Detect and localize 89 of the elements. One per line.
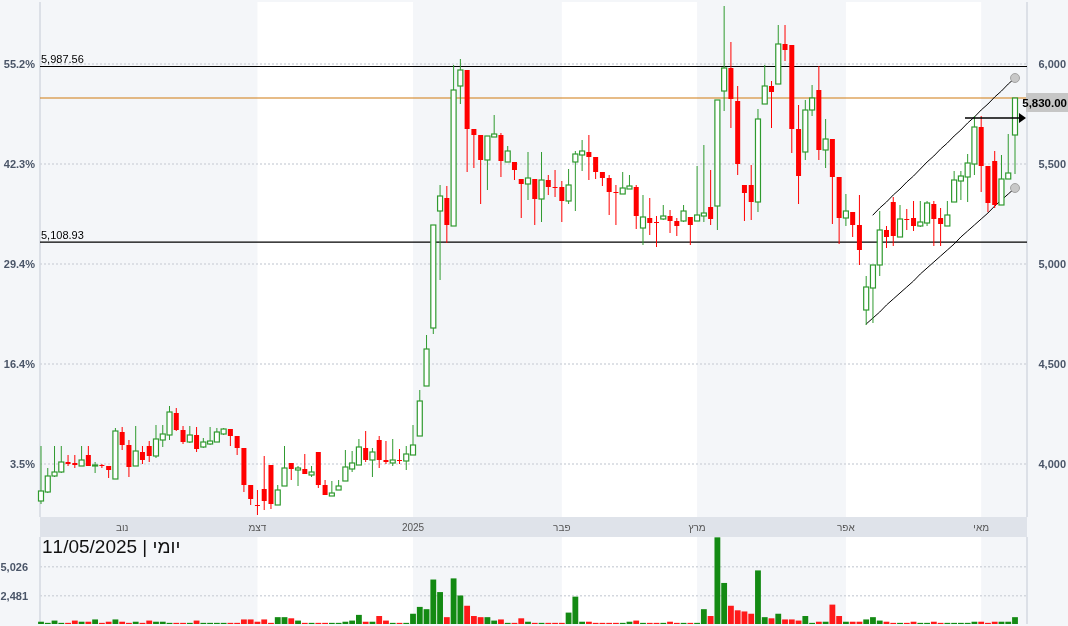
candlestick <box>180 425 186 445</box>
candlestick <box>911 200 917 232</box>
y-tick-label: 6,000 <box>1038 58 1066 70</box>
candlestick <box>254 489 260 516</box>
bar <box>295 620 301 624</box>
y2-tick-label: 29.4% <box>3 257 36 270</box>
y-tick-label: 2,481 <box>0 589 28 602</box>
candlestick <box>545 174 551 196</box>
candlestick <box>173 407 179 430</box>
candlestick <box>883 225 889 249</box>
candlestick <box>674 217 680 237</box>
x-tick-label: 2025 <box>401 522 425 533</box>
x-tick-label: נוב <box>115 522 129 533</box>
candlestick <box>769 80 774 129</box>
annotation: יומי | 11/05/2025 <box>42 536 181 557</box>
bar <box>443 617 450 624</box>
candlestick <box>586 134 592 181</box>
candlestick <box>538 151 545 223</box>
candlestick <box>639 194 647 246</box>
y2-tick-label: 3.5% <box>9 457 36 470</box>
candlestick <box>721 5 728 112</box>
ref-line-label: 5,108.93 <box>41 229 84 242</box>
y-tick-label: 4,000 <box>1038 458 1066 470</box>
bar <box>768 618 775 624</box>
candlestick <box>796 104 802 205</box>
y2-tick-label: 42.3% <box>3 157 36 170</box>
candlestick <box>754 108 762 213</box>
candlestick <box>139 445 145 465</box>
bar <box>85 621 92 624</box>
candlestick <box>890 196 896 247</box>
y-tick-label: 4,500 <box>1038 358 1066 370</box>
candlestick <box>938 207 944 247</box>
bar <box>132 621 139 624</box>
candlestick <box>194 426 200 453</box>
bar <box>842 621 849 624</box>
candlestick <box>708 169 714 226</box>
candlestick <box>735 85 741 176</box>
candlestick <box>904 208 910 231</box>
candlestick <box>633 184 639 230</box>
ref-line-label: 5,987.56 <box>41 53 84 66</box>
ref-line-label: 5,830.00 <box>1022 96 1067 109</box>
bar <box>815 621 822 624</box>
bar <box>775 613 782 624</box>
candlestick <box>613 184 619 226</box>
y-tick-label: 5,500 <box>1038 158 1066 170</box>
bar <box>822 621 829 624</box>
candlestick <box>457 58 464 105</box>
candlestick <box>436 184 444 281</box>
candlestick <box>363 430 369 463</box>
bar <box>498 619 504 624</box>
bar <box>362 621 369 624</box>
x-tick-label: מרץ <box>688 522 706 533</box>
candlestick <box>146 440 152 463</box>
candlestick <box>92 461 99 474</box>
candlestick <box>99 465 105 469</box>
y-tick-label: 5,026 <box>0 560 28 573</box>
candlestick <box>816 65 822 161</box>
candlestick <box>396 448 402 465</box>
candlestick <box>606 174 612 216</box>
candlestick <box>383 440 389 465</box>
candlestick <box>444 185 450 244</box>
candlestick <box>126 439 132 478</box>
candlestick <box>294 465 302 487</box>
candlestick <box>647 197 653 236</box>
candlestick <box>498 132 504 178</box>
candlestick <box>524 151 532 201</box>
candlestick <box>728 41 734 129</box>
bar <box>92 619 99 624</box>
candlestick <box>748 164 754 221</box>
candlestick <box>992 150 998 209</box>
y2-tick-label: 55.2% <box>3 57 36 70</box>
x-tick-label: אפר <box>837 522 856 533</box>
candlestick <box>376 435 382 469</box>
y-tick-label: 5,000 <box>1038 258 1066 270</box>
x-tick-label: דצמ <box>248 522 267 533</box>
candlestick <box>822 118 829 169</box>
candlestick <box>931 200 937 247</box>
x-tick-label: מאי <box>973 522 990 533</box>
candlestick <box>119 426 125 451</box>
bar <box>288 618 295 624</box>
bar <box>525 621 531 624</box>
candlestick <box>654 215 660 248</box>
x-tick-label: פבר <box>553 522 571 533</box>
candlestick <box>667 209 673 234</box>
candlestick <box>856 194 862 266</box>
bar <box>633 620 640 624</box>
y2-tick-label: 16.4% <box>3 358 36 371</box>
bar <box>112 619 119 624</box>
bar <box>707 616 714 624</box>
